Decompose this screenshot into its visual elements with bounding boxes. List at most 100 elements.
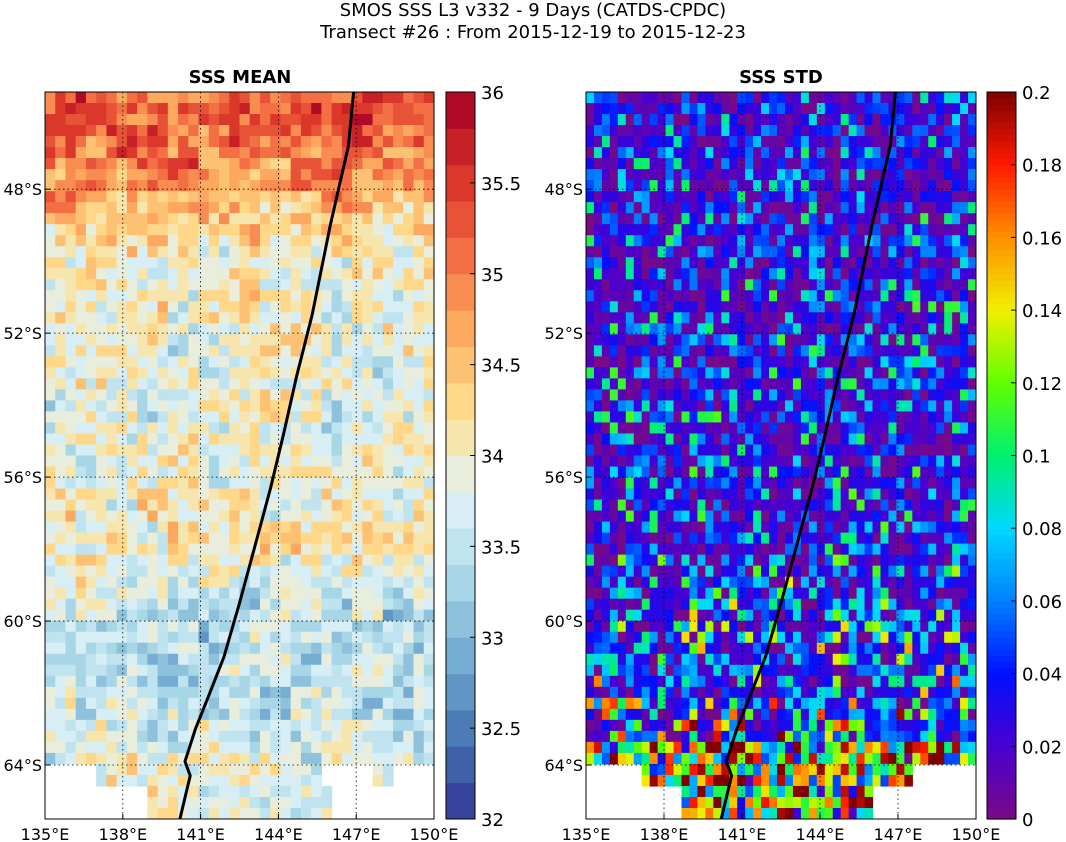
- heatmap-cell: [721, 334, 730, 346]
- heatmap-cell: [769, 268, 778, 280]
- heatmap-cell: [331, 367, 343, 379]
- sss-std-heatmap: [586, 92, 976, 819]
- heatmap-cell: [280, 345, 292, 357]
- heatmap-cell: [769, 543, 778, 556]
- heatmap-cell: [800, 180, 810, 192]
- heatmap-cell: [362, 268, 374, 280]
- heatmap-cell: [896, 631, 905, 644]
- heatmap-cell: [920, 521, 929, 534]
- heatmap-cell: [208, 510, 220, 523]
- heatmap-cell: [792, 191, 802, 203]
- heatmap-cell: [928, 136, 937, 148]
- heatmap-cell: [188, 356, 200, 368]
- heatmap-cell: [137, 587, 148, 600]
- heatmap-cell: [832, 356, 842, 368]
- heatmap-cell: [609, 367, 619, 379]
- heatmap-cell: [311, 653, 322, 666]
- heatmap-cell: [55, 356, 67, 368]
- heatmap-cell: [106, 664, 118, 677]
- heatmap-cell: [280, 730, 292, 743]
- heatmap-cell: [832, 202, 842, 214]
- heatmap-cell: [864, 631, 874, 644]
- heatmap-cell: [270, 389, 282, 402]
- heatmap-cell: [157, 180, 169, 192]
- heatmap-cell: [936, 334, 945, 346]
- heatmap-cell: [586, 510, 595, 523]
- heatmap-cell: [167, 246, 179, 258]
- heatmap-cell: [126, 246, 138, 258]
- heatmap-cell: [198, 180, 210, 192]
- heatmap-cell: [920, 609, 929, 622]
- heatmap-cell: [75, 565, 87, 578]
- heatmap-cell: [290, 400, 302, 413]
- heatmap-cell: [403, 565, 415, 578]
- heatmap-cell: [280, 554, 292, 567]
- heatmap-cell: [300, 202, 312, 214]
- heatmap-cell: [800, 609, 810, 622]
- heatmap-cell: [126, 620, 138, 633]
- heatmap-cell: [249, 389, 261, 402]
- heatmap-cell: [888, 565, 898, 578]
- heatmap-cell: [270, 697, 282, 710]
- heatmap-cell: [290, 697, 302, 710]
- heatmap-cell: [586, 521, 595, 534]
- heatmap-cell: [393, 246, 404, 258]
- heatmap-cell: [219, 356, 230, 368]
- heatmap-cell: [106, 158, 118, 170]
- heatmap-cell: [824, 598, 834, 611]
- heatmap-cell: [944, 631, 953, 644]
- heatmap-cell: [880, 246, 890, 258]
- heatmap-cell: [864, 191, 874, 203]
- heatmap-cell: [331, 290, 343, 302]
- heatmap-cell: [864, 378, 874, 391]
- heatmap-cell: [960, 433, 969, 446]
- heatmap-cell: [681, 323, 691, 335]
- heatmap-cell: [413, 169, 425, 181]
- heatmap-cell: [300, 532, 312, 545]
- heatmap-cell: [198, 708, 210, 721]
- heatmap-cell: [259, 763, 271, 776]
- heatmap-cell: [300, 499, 312, 512]
- heatmap-cell: [856, 598, 866, 611]
- heatmap-cell: [229, 455, 241, 468]
- heatmap-cell: [705, 444, 714, 457]
- heatmap-cell: [55, 730, 67, 743]
- heatmap-cell: [341, 136, 353, 148]
- heatmap-cell: [167, 785, 179, 798]
- heatmap-cell: [126, 763, 138, 776]
- heatmap-cell: [382, 554, 394, 567]
- heatmap-cell: [968, 433, 976, 446]
- heatmap-cell: [960, 631, 969, 644]
- heatmap-cell: [601, 521, 611, 534]
- heatmap-cell: [116, 466, 128, 479]
- heatmap-cell: [753, 510, 762, 523]
- heatmap-cell: [872, 378, 882, 391]
- heatmap-cell: [341, 444, 353, 457]
- heatmap-cell: [912, 246, 921, 258]
- heatmap-cell: [721, 202, 730, 214]
- heatmap-cell: [372, 708, 384, 721]
- heatmap-cell: [300, 92, 312, 104]
- heatmap-cell: [341, 686, 353, 699]
- heatmap-cell: [769, 125, 778, 137]
- heatmap-cell: [856, 147, 866, 159]
- heatmap-cell: [259, 466, 271, 479]
- heatmap-cell: [75, 730, 87, 743]
- heatmap-cell: [800, 620, 810, 633]
- heatmap-cell: [85, 455, 97, 468]
- heatmap-cell: [617, 103, 627, 115]
- heatmap-cell: [147, 290, 159, 302]
- heatmap-cell: [126, 136, 138, 148]
- heatmap-cell: [126, 499, 138, 512]
- heatmap-cell: [832, 598, 842, 611]
- heatmap-cell: [270, 400, 282, 413]
- heatmap-cell: [928, 356, 937, 368]
- heatmap-cell: [147, 268, 159, 280]
- heatmap-cell: [689, 411, 699, 424]
- heatmap-cell: [832, 400, 842, 413]
- heatmap-cell: [657, 642, 667, 655]
- heatmap-cell: [649, 301, 659, 313]
- heatmap-cell: [737, 213, 746, 225]
- heatmap-cell: [617, 92, 627, 104]
- heatmap-cell: [382, 774, 394, 787]
